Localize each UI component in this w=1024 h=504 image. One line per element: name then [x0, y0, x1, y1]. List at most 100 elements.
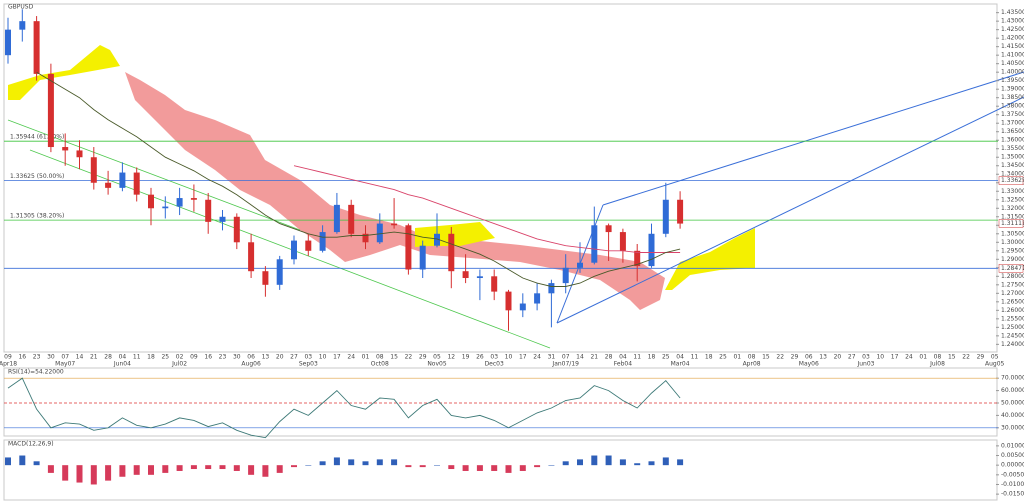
x-month-label: Jun03 — [856, 361, 874, 368]
candle-body — [391, 223, 398, 226]
candle-body — [190, 198, 197, 200]
y-tick-label: 1.43500 — [1001, 9, 1024, 16]
y-tick-label: 1.41000 — [1001, 52, 1024, 59]
x-tick-label: 07 — [562, 354, 570, 361]
candle-body — [305, 240, 312, 251]
macd-bar — [519, 465, 526, 471]
y-tick-label: 30.00000 — [1001, 424, 1024, 431]
y-tick-label: -0.01500 — [1001, 491, 1024, 498]
candle-body — [5, 29, 11, 56]
macd-bar — [219, 465, 226, 470]
y-tick-label: 40.00000 — [1001, 412, 1024, 419]
y-tick-label: 1.24500 — [1001, 332, 1024, 339]
y-tick-label: 70.00000 — [1001, 375, 1024, 382]
candle-body — [591, 225, 598, 263]
x-tick-label: 16 — [18, 354, 26, 361]
candle-body — [76, 150, 83, 158]
x-tick-label: 11 — [133, 354, 141, 361]
x-tick-label: 05 — [433, 354, 441, 361]
x-tick-label: 07 — [61, 354, 69, 361]
candle-body — [534, 293, 541, 304]
y-tick-label: -0.01000 — [1001, 481, 1024, 488]
macd-bar — [534, 465, 541, 468]
y-tick-label: 0.01000 — [1001, 442, 1024, 449]
x-tick-label: 22 — [405, 354, 413, 361]
candle-body — [219, 216, 226, 222]
x-month-label: Sep03 — [299, 361, 318, 368]
x-tick-label: 09 — [4, 354, 12, 361]
y-tick-label: 1.24000 — [1001, 341, 1024, 348]
macd-bar — [634, 463, 641, 466]
candle-body — [562, 267, 569, 284]
y-tick-label: 1.37000 — [1001, 120, 1024, 127]
x-tick-label: 04 — [676, 354, 684, 361]
macd-bar — [47, 465, 54, 473]
candle-body — [162, 206, 169, 209]
channel-line — [7, 119, 301, 231]
candle-body — [148, 194, 154, 209]
moving-average — [36, 71, 681, 287]
macd-bar — [376, 459, 383, 466]
x-tick-label: 27 — [848, 354, 856, 361]
candle-body — [291, 240, 297, 260]
x-tick-label: 03 — [490, 354, 498, 361]
macd-bar — [276, 465, 283, 473]
x-tick-label: 04 — [619, 354, 627, 361]
x-tick-label: 26 — [476, 354, 484, 361]
x-tick-label: 19 — [462, 354, 470, 361]
macd-bar — [148, 465, 154, 475]
x-month-label: Apr18 — [0, 361, 17, 368]
x-month-label: Aug05 — [985, 361, 1005, 368]
y-tick-label: 1.34000 — [1001, 171, 1024, 178]
candle-body — [376, 223, 383, 243]
x-tick-label: 20 — [834, 354, 842, 361]
macd-panel — [3, 439, 998, 501]
macd-bar — [577, 459, 583, 466]
x-tick-label: 06 — [805, 354, 813, 361]
macd-bar — [291, 465, 297, 468]
y-tick-label: 1.32500 — [1001, 196, 1024, 203]
x-tick-label: 03 — [304, 354, 312, 361]
x-tick-label: 21 — [90, 354, 98, 361]
y-tick-label: 1.29000 — [1001, 256, 1024, 263]
price-tag-label: 1.33625 — [1001, 177, 1024, 184]
y-tick-label: 1.26000 — [1001, 307, 1024, 314]
y-tick-label: 0.00500 — [1001, 452, 1024, 459]
price-tag — [998, 264, 1024, 273]
x-tick-label: 18 — [705, 354, 713, 361]
x-tick-label: 11 — [691, 354, 699, 361]
x-tick-label: 03 — [862, 354, 870, 361]
y-tick-label: -0.00500 — [1001, 471, 1024, 478]
x-month-label: Jun04 — [113, 361, 131, 368]
x-tick-label: 30 — [233, 354, 241, 361]
x-tick-label: 06 — [247, 354, 255, 361]
x-tick-label: 15 — [948, 354, 956, 361]
x-tick-label: 17 — [519, 354, 527, 361]
candle-body — [476, 276, 483, 279]
macd-label: MACD(12,26,9) — [8, 441, 54, 448]
macd-bar — [434, 465, 440, 466]
y-tick-label: 1.40000 — [1001, 69, 1024, 76]
x-tick-label: 23 — [219, 354, 227, 361]
trend-line — [602, 71, 1024, 206]
macd-bar — [248, 465, 255, 475]
x-tick-label: 30 — [47, 354, 55, 361]
y-tick-label: 1.27500 — [1001, 281, 1024, 288]
x-tick-label: 22 — [776, 354, 784, 361]
x-tick-label: 01 — [733, 354, 741, 361]
macd-bar — [419, 465, 426, 468]
candle-body — [105, 182, 112, 188]
x-tick-label: 29 — [791, 354, 799, 361]
macd-bar — [19, 455, 26, 466]
macd-bar — [448, 465, 455, 470]
y-tick-label: 1.35500 — [1001, 145, 1024, 152]
price-tag-label: 1.28471 — [1001, 265, 1024, 272]
candle-body — [491, 276, 498, 292]
macd-bar — [119, 465, 126, 477]
candle-body — [548, 283, 555, 294]
macd-bar — [591, 455, 598, 466]
x-tick-label: 23 — [33, 354, 41, 361]
candle-body — [233, 216, 240, 243]
candle-body — [662, 199, 669, 234]
x-tick-label: 27 — [290, 354, 298, 361]
